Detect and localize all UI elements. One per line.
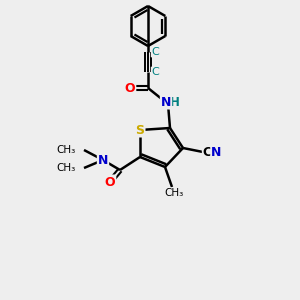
Text: CH₃: CH₃ [57, 145, 76, 155]
Text: C: C [202, 146, 211, 160]
Text: N: N [98, 154, 108, 166]
Text: O: O [105, 176, 115, 188]
Text: O: O [125, 82, 135, 94]
Text: H: H [170, 95, 180, 109]
Text: S: S [136, 124, 145, 136]
Text: C: C [151, 67, 159, 77]
Text: CH₃: CH₃ [164, 188, 184, 198]
Text: N: N [211, 146, 221, 160]
Text: N: N [161, 95, 171, 109]
Text: C: C [151, 47, 159, 57]
Text: CH₃: CH₃ [57, 163, 76, 173]
